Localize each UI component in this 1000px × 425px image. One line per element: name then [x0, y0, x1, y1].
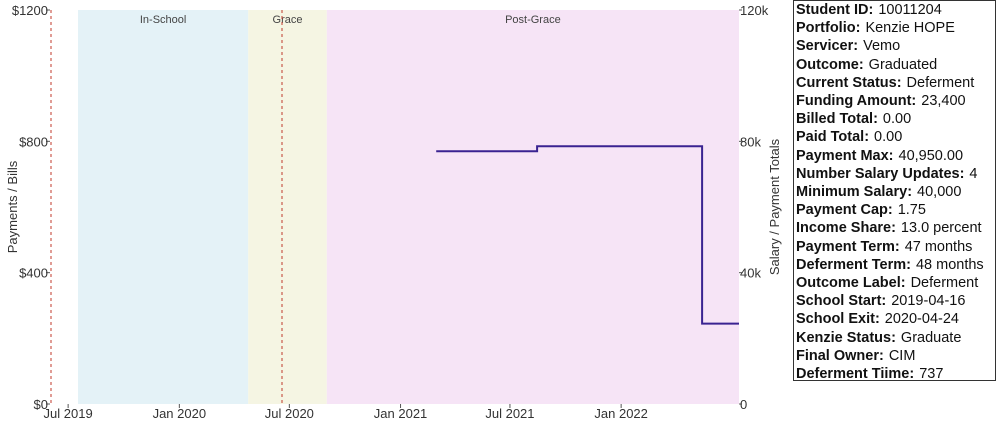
info-row: School Exit: 2020-04-24	[796, 310, 995, 328]
info-value: 1.75	[897, 202, 926, 219]
info-row: Income Share: 13.0 percent	[796, 219, 995, 237]
info-value: 47 months	[904, 238, 973, 255]
info-value: 40,950.00	[898, 147, 964, 164]
info-value: 10011204	[878, 2, 942, 18]
info-key: Paid Total:	[796, 129, 870, 146]
info-row: Funding Amount: 23,400	[796, 92, 995, 110]
phase-bands: In-School Grace Post-Grace	[78, 10, 739, 404]
right-tick-label: 0	[740, 397, 747, 412]
info-value: 4	[969, 165, 978, 182]
info-value: Deferment	[906, 74, 975, 91]
series-layer	[436, 145, 739, 325]
info-row: Portfolio: Kenzie HOPE	[796, 19, 995, 37]
info-row: Kenzie Status: Graduate	[796, 329, 995, 347]
left-tick-label: $400	[19, 266, 48, 281]
x-tick-label: Jan 2022	[594, 406, 648, 421]
info-value: Graduated	[868, 56, 938, 73]
info-row: Student ID: 10011204	[796, 1, 995, 19]
info-value: 40,000	[917, 184, 962, 201]
x-tick-label: Jul 2019	[44, 406, 93, 421]
info-value: 0.00	[882, 111, 912, 128]
info-key: Current Status:	[796, 74, 902, 91]
info-row: Number Salary Updates: 4	[796, 165, 995, 183]
info-value: 48 months	[915, 256, 984, 273]
info-value: 2019-04-16	[891, 293, 966, 310]
info-key: Kenzie Status:	[796, 329, 896, 346]
info-key: Deferment Term:	[796, 256, 911, 273]
info-row: Servicer: Vemo	[796, 37, 995, 55]
right-axis: 0 40k 80k 120k	[739, 3, 769, 412]
info-value: CIM	[888, 347, 916, 364]
phase-band-post-grace	[326, 10, 739, 404]
info-key: Outcome Label:	[796, 275, 906, 292]
info-row: Billed Total: 0.00	[796, 110, 995, 128]
student-info-panel: Student ID: 10011204 Portfolio: Kenzie HOPE…	[793, 0, 996, 383]
left-tick-label: $1200	[12, 3, 48, 18]
info-key: Final Owner:	[796, 347, 884, 364]
right-tick-label: 80k	[740, 134, 761, 149]
phase-label-in-school: In-School	[140, 14, 186, 26]
info-value: Graduate	[900, 329, 962, 346]
info-key: Payment Cap:	[796, 202, 893, 219]
chart: In-School Grace Post-Grace $0 $400 $800 $1200…	[5, 3, 782, 421]
info-row: Deferment Tiime: 737	[796, 365, 995, 383]
info-row: Payment Cap: 1.75	[796, 201, 995, 219]
info-value: 0.00	[874, 129, 903, 146]
right-tick-label: 40k	[740, 266, 761, 281]
info-value: 23,400	[921, 93, 966, 110]
info-key: Servicer:	[796, 38, 859, 55]
info-key: Deferment Tiime:	[796, 366, 915, 383]
x-axis: Jul 2019 Jan 2020 Jul 2020 Jan 2021 Jul 2021…	[44, 404, 648, 421]
phase-label-post-grace: Post-Grace	[505, 14, 561, 26]
info-key: School Exit:	[796, 311, 880, 328]
info-row: Paid Total: 0.00	[796, 128, 995, 146]
info-value: 2020-04-24	[884, 311, 959, 328]
info-value: 13.0 percent	[900, 220, 982, 237]
info-key: Funding Amount:	[796, 93, 917, 110]
phase-band-in-school	[78, 10, 249, 404]
info-key: Minimum Salary:	[796, 184, 913, 201]
info-key: Portfolio:	[796, 20, 861, 37]
left-tick-label: $0	[34, 397, 48, 412]
info-row: Deferment Term: 48 months	[796, 256, 995, 274]
info-row: Current Status: Deferment	[796, 74, 995, 92]
phase-band-grace	[248, 10, 327, 404]
info-row: Payment Term: 47 months	[796, 238, 995, 256]
info-value: Deferment	[910, 275, 979, 292]
info-key: School Start:	[796, 293, 887, 310]
left-axis-title: Payments / Bills	[5, 160, 20, 253]
right-axis-title: Salary / Payment Totals	[767, 138, 782, 275]
x-tick-label: Jul 2020	[265, 406, 314, 421]
phase-label-grace: Grace	[273, 14, 303, 26]
info-row: Outcome Label: Deferment	[796, 274, 995, 292]
info-value: 737	[919, 366, 944, 383]
x-tick-label: Jul 2021	[485, 406, 534, 421]
info-key: Outcome:	[796, 56, 864, 73]
left-tick-label: $800	[19, 134, 48, 149]
info-key: Payment Term:	[796, 238, 900, 255]
info-row: Final Owner: CIM	[796, 347, 995, 365]
info-value: Vemo	[863, 38, 901, 55]
info-row: Payment Max: 40,950.00	[796, 147, 995, 165]
right-tick-label: 120k	[740, 3, 769, 18]
salary-line	[436, 145, 739, 325]
info-row: School Start: 2019-04-16	[796, 292, 995, 310]
info-key: Student ID:	[796, 2, 874, 18]
left-axis: $0 $400 $800 $1200	[12, 3, 50, 412]
info-key: Payment Max:	[796, 147, 894, 164]
info-row: Outcome: Graduated	[796, 56, 995, 74]
info-value: Kenzie HOPE	[865, 20, 955, 37]
info-key: Number Salary Updates:	[796, 165, 965, 182]
x-tick-label: Jan 2020	[153, 406, 207, 421]
x-tick-label: Jan 2021	[374, 406, 428, 421]
info-key: Billed Total:	[796, 111, 878, 128]
info-key: Income Share:	[796, 220, 896, 237]
info-row: Minimum Salary: 40,000	[796, 183, 995, 201]
